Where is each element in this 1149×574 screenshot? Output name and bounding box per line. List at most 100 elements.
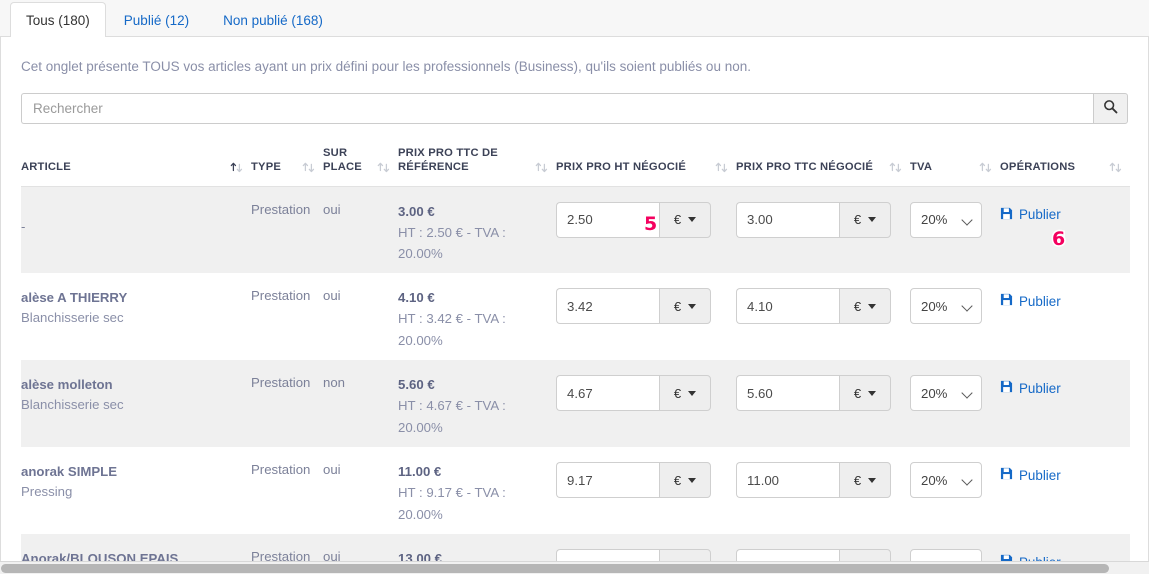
col-header-prix-ttc-label: PRIX PRO TTC NÉGOCIÉ [736, 160, 874, 173]
currency-dropdown-ttc[interactable]: € [839, 375, 891, 412]
cell-prix-ttc: € [736, 273, 910, 360]
prix-pro-ht-negocie-group: € [556, 462, 711, 499]
cell-prix-ttc: € [736, 360, 910, 447]
euro-icon: € [853, 298, 862, 314]
prix-pro-ttc-negocie-input[interactable] [736, 201, 839, 238]
prix-pro-ht-negocie-input[interactable] [556, 462, 659, 499]
cell-type: Prestation [251, 549, 311, 565]
tab-tous[interactable]: Tous (180) [10, 1, 106, 37]
prix-pro-ttc-negocie-group: € [736, 375, 891, 412]
col-header-prix-ht-label: PRIX PRO HT NÉGOCIÉ [556, 160, 686, 173]
cell-prix-ref: 5.60 € HT : 4.67 € - TVA : 20.00% [398, 360, 556, 447]
cell-type: Prestation [251, 288, 311, 304]
prix-pro-ht-negocie-group: € [556, 288, 711, 325]
tva-select-wrap: 20% [910, 375, 982, 412]
sort-toggle-sur-place[interactable] [377, 161, 390, 174]
intro-text: Cet onglet présente TOUS vos articles ay… [21, 59, 751, 74]
currency-dropdown-ttc[interactable]: € [839, 462, 891, 499]
tab-publie[interactable]: Publié (12) [108, 2, 205, 38]
tva-select-wrap: 20% [910, 288, 982, 325]
currency-dropdown-ht[interactable]: € [659, 201, 711, 238]
currency-dropdown-ttc[interactable]: € [839, 201, 891, 238]
sort-toggle-prix-ht[interactable] [715, 161, 728, 174]
ref-price: 5.60 € [398, 377, 435, 393]
search-button[interactable] [1093, 92, 1128, 124]
cell-article: - [21, 186, 251, 273]
euro-icon: € [673, 472, 682, 488]
prix-pro-ttc-negocie-input[interactable] [736, 462, 839, 499]
search-input[interactable] [21, 92, 1093, 124]
tva-select[interactable]: 20% [910, 201, 982, 238]
caret-down-icon [688, 303, 697, 309]
tva-select[interactable]: 20% [910, 288, 982, 325]
save-icon [1000, 207, 1013, 223]
publier-link[interactable]: Publier [1000, 462, 1061, 483]
euro-icon: € [853, 212, 862, 228]
save-icon [1000, 293, 1013, 309]
prix-pro-ht-negocie-input[interactable] [556, 288, 659, 325]
cell-sur-place: non [323, 375, 346, 391]
sort-toggle-article[interactable] [230, 161, 243, 174]
ref-price: 3.00 € [398, 203, 435, 219]
tva-select[interactable]: 20% [910, 375, 982, 412]
cell-prix-ht: € [556, 447, 736, 534]
caret-down-icon [868, 390, 877, 396]
search-bar [21, 92, 1128, 124]
cell-prix-ref: 11.00 € HT : 9.17 € - TVA : 20.00% [398, 447, 556, 534]
cell-tva: 20% [910, 447, 1000, 534]
tab-non-publie[interactable]: Non publié (168) [207, 2, 339, 38]
cell-article: alèse A THIERRY Blanchisserie sec [21, 273, 251, 360]
publier-link[interactable]: Publier [1000, 288, 1061, 309]
publier-link[interactable]: Publier [1000, 375, 1061, 396]
cell-operations: Publier [1000, 360, 1130, 447]
prix-pro-ttc-negocie-group: € [736, 288, 891, 325]
currency-dropdown-ht[interactable]: € [659, 288, 711, 325]
tab-bar: Tous (180) Publié (12) Non publié (168) [0, 0, 1149, 37]
prix-pro-ttc-negocie-group: € [736, 462, 891, 499]
col-header-sur-place-label: SUR PLACE [323, 146, 362, 173]
publier-link[interactable]: Publier [1000, 202, 1061, 223]
ref-detail: HT : 9.17 € - TVA : 20.00% [398, 485, 506, 522]
col-header-type: TYPE [251, 145, 323, 187]
col-header-prix-ht: PRIX PRO HT NÉGOCIÉ [556, 145, 736, 187]
col-header-tva: TVA [910, 145, 1000, 187]
currency-dropdown-ht[interactable]: € [659, 462, 711, 499]
prix-pro-ht-negocie-input[interactable] [556, 375, 659, 412]
article-name: - [21, 218, 26, 234]
prix-pro-ht-negocie-input[interactable] [556, 201, 659, 238]
tva-select-wrap: 20% [910, 201, 982, 238]
cell-sur-place: oui [323, 462, 341, 478]
currency-dropdown-ttc[interactable]: € [839, 288, 891, 325]
save-icon [1000, 380, 1013, 396]
table-header: ARTICLE TYPE [21, 145, 1130, 187]
sort-toggle-operations[interactable] [1109, 161, 1122, 174]
euro-icon: € [673, 298, 682, 314]
prix-pro-ttc-negocie-input[interactable] [736, 375, 839, 412]
articles-table: ARTICLE TYPE [21, 145, 1130, 574]
tva-select[interactable]: 20% [910, 462, 982, 499]
publier-label: Publier [1019, 207, 1061, 223]
tab-tous-label: Tous (180) [26, 12, 90, 28]
ref-price: 11.00 € [398, 464, 442, 480]
horizontal-scrollbar-thumb[interactable] [1, 564, 1109, 573]
prix-pro-ttc-negocie-input[interactable] [736, 288, 839, 325]
col-header-operations: OPÉRATIONS [1000, 145, 1130, 187]
currency-dropdown-ht[interactable]: € [659, 375, 711, 412]
col-header-prix-ref: PRIX PRO TTC DE RÉFÉRENCE [398, 145, 556, 187]
tab-non-publie-label: Non publié (168) [223, 12, 323, 28]
sort-toggle-prix-ttc[interactable] [889, 161, 902, 174]
sort-toggle-prix-ref[interactable] [535, 161, 548, 174]
euro-icon: € [673, 212, 682, 228]
sort-toggle-type[interactable] [302, 161, 315, 174]
cell-sur-place: oui [323, 549, 341, 565]
sort-toggle-tva[interactable] [979, 161, 992, 174]
caret-down-icon [868, 477, 877, 483]
ref-detail: HT : 2.50 € - TVA : 20.00% [398, 224, 506, 262]
cell-type: Prestation [251, 462, 311, 478]
table-row: - Prestation oui 3.00 € HT : 2.50 € - TV… [21, 186, 1130, 274]
col-header-article-label: ARTICLE [21, 160, 71, 173]
table-row: alèse molleton Blanchisserie sec Prestat… [21, 360, 1130, 448]
horizontal-scrollbar[interactable] [0, 561, 1149, 574]
cell-tva: 20% [910, 186, 1000, 273]
